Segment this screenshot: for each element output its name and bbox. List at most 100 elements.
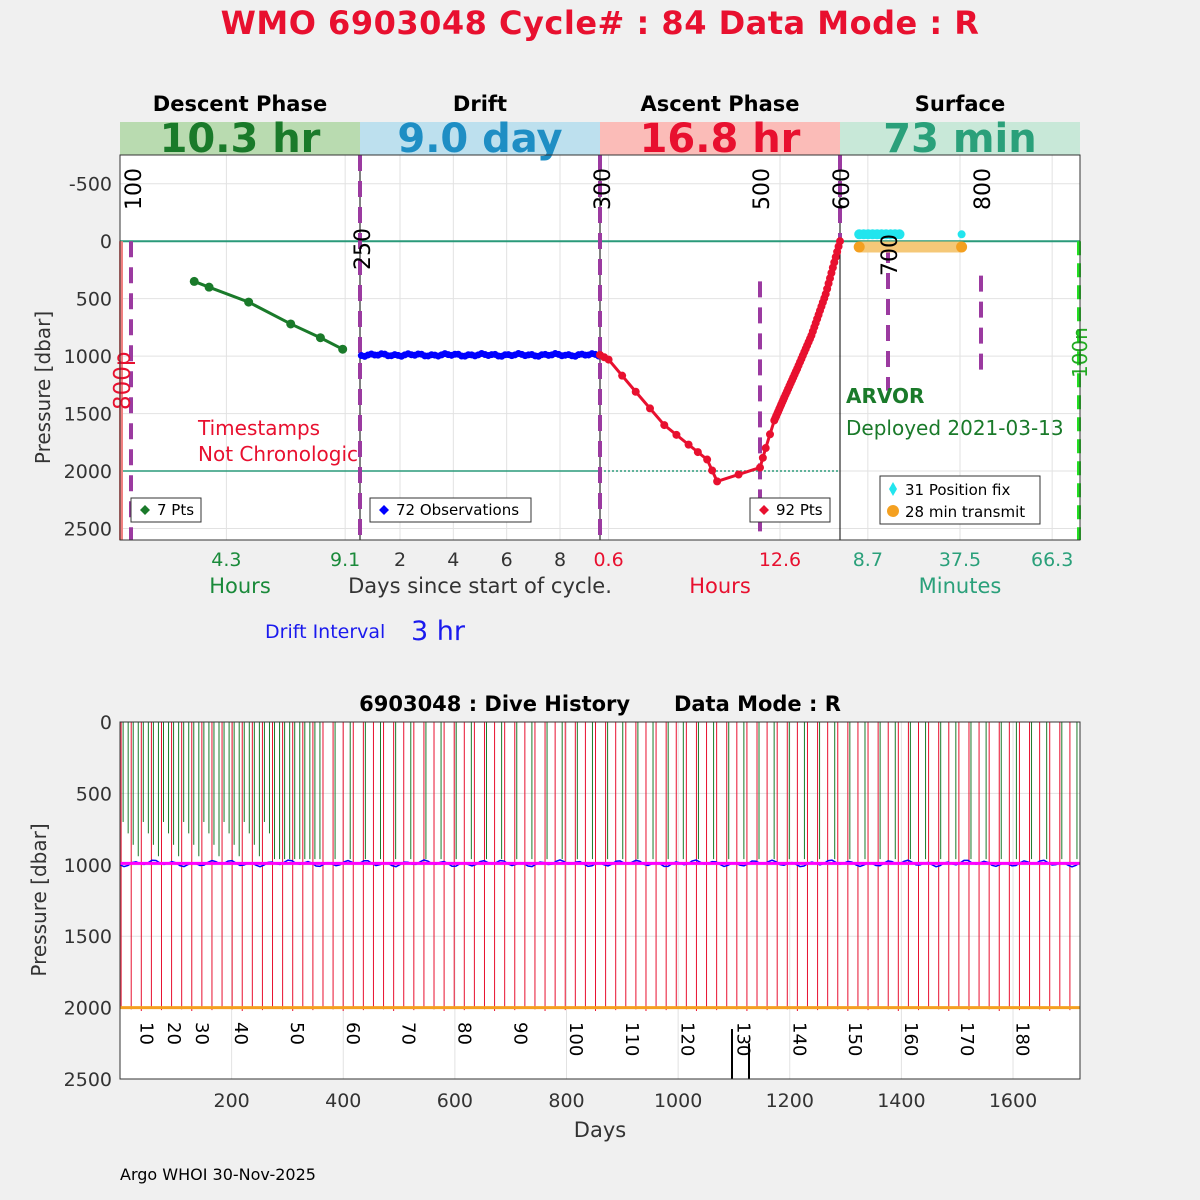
- cycle-label: 60: [342, 1022, 363, 1045]
- cycle-label: 100: [565, 1022, 586, 1056]
- deployment-date: Deployed 2021-03-13: [846, 416, 1064, 440]
- legend-box: [369, 497, 532, 523]
- descent-point: [204, 282, 214, 292]
- y-tick-label: 1500: [64, 404, 112, 426]
- ascent-point: [693, 448, 702, 457]
- legend-marker: [889, 482, 897, 496]
- x-axis-unit: Minutes: [919, 574, 1002, 598]
- ascent-point: [756, 463, 764, 472]
- descent-point: [338, 344, 348, 354]
- ascent-point: [734, 470, 743, 479]
- page-title: WMO 6903048 Cycle# : 84 Data Mode : R: [220, 4, 980, 42]
- x-axis-unit: Days since start of cycle.: [348, 574, 612, 598]
- x-tick-label: 66.3: [1031, 549, 1073, 571]
- legend-marker: [379, 505, 389, 515]
- ascent-point: [713, 477, 722, 486]
- x-tick-label: 400: [325, 1090, 361, 1112]
- descent-point: [286, 319, 296, 329]
- plot-frame: [119, 154, 1081, 541]
- x-tick-label: 12.6: [759, 549, 801, 571]
- vertical-label: 300: [591, 168, 616, 210]
- x-tick-label: 1400: [877, 1090, 925, 1112]
- phase-duration: 10.3 hr: [160, 116, 321, 162]
- legend-label: 28 min transmit: [905, 503, 1025, 521]
- legend-box: [879, 475, 1041, 525]
- y-tick-label: -500: [69, 174, 112, 196]
- annotation-line: Not Chronologic: [198, 442, 358, 466]
- footer-credit: Argo WHOI 30-Nov-2025: [120, 1165, 316, 1184]
- legend-marker: [887, 505, 899, 517]
- x-tick-label: 600: [437, 1090, 473, 1112]
- descent-point: [244, 297, 254, 307]
- cycle-label: 40: [230, 1022, 251, 1045]
- legend-label: 31 Position fix: [905, 481, 1010, 499]
- plot-frame: [119, 721, 1081, 1080]
- drift-interval-value: 3 hr: [411, 616, 466, 647]
- x-tick-label: 2: [394, 549, 406, 571]
- y-tick-label: 2500: [64, 519, 112, 541]
- cycle-label: 140: [788, 1022, 809, 1056]
- vertical-label: 600: [830, 168, 855, 210]
- y-tick-label: 1500: [64, 926, 112, 948]
- x-tick-label: 8.7: [853, 549, 883, 571]
- phase-title: Ascent Phase: [641, 92, 800, 116]
- x-tick-label: 8: [554, 549, 566, 571]
- vertical-label: 800p: [110, 352, 136, 411]
- legend-label: 7 Pts: [157, 501, 194, 519]
- ascent-point: [618, 371, 627, 380]
- x-tick-label: 200: [213, 1090, 249, 1112]
- phase-banner: [120, 122, 360, 155]
- x-tick-label: 4.3: [211, 549, 241, 571]
- legend-label: 92 Pts: [776, 501, 823, 519]
- phase-title: Drift: [453, 92, 507, 116]
- cycle-label: 10: [135, 1022, 156, 1045]
- ascent-point: [836, 237, 844, 246]
- phase-banner: [600, 122, 840, 155]
- y-tick-label: 1000: [64, 346, 112, 368]
- vertical-label: 800: [971, 168, 996, 210]
- y-tick-label: 0: [100, 712, 112, 734]
- vertical-label: 700: [878, 234, 903, 276]
- x-tick-label: 1600: [989, 1090, 1037, 1112]
- legend-marker: [140, 505, 150, 515]
- phase-title: Surface: [915, 92, 1005, 116]
- x-tick-label: 4: [447, 549, 459, 571]
- x-tick-label: 9.1: [330, 549, 360, 571]
- ascent-point: [660, 421, 669, 430]
- x-axis-unit: Hours: [209, 574, 271, 598]
- cycle-label: 90: [509, 1022, 530, 1045]
- x-tick-label: 1200: [766, 1090, 814, 1112]
- ascent-point: [604, 355, 613, 364]
- ascent-point: [758, 453, 767, 462]
- ascent-point: [708, 466, 717, 475]
- ascent-point: [646, 404, 654, 413]
- legend-marker: [759, 505, 769, 515]
- float-type: ARVOR: [846, 384, 924, 408]
- phase-banner: [840, 122, 1080, 155]
- cycle-label: 30: [191, 1022, 212, 1045]
- phase-duration: 9.0 day: [397, 116, 562, 162]
- phase-duration: 73 min: [883, 116, 1036, 162]
- ascent-point: [703, 455, 712, 464]
- ascent-point: [761, 444, 770, 453]
- descent-point: [189, 276, 199, 286]
- annotation-line: Timestamps: [197, 416, 320, 440]
- x-axis-unit: Hours: [689, 574, 751, 598]
- cycle-label: 160: [900, 1022, 921, 1056]
- ascent-point: [672, 430, 681, 439]
- cycle-label: 80: [453, 1022, 474, 1045]
- position-fix-point: [957, 230, 966, 239]
- cycle-label: 130: [733, 1022, 754, 1056]
- descent-point: [315, 333, 325, 343]
- x-tick-label: 6: [501, 549, 513, 571]
- position-fix-point: [894, 229, 905, 240]
- ascent-point: [684, 440, 693, 449]
- vertical-label: 100: [122, 168, 147, 210]
- y-axis-label: Pressure [dbar]: [31, 311, 55, 464]
- x-axis-label: Days: [574, 1118, 626, 1142]
- x-tick-label: 1000: [654, 1090, 702, 1112]
- y-tick-label: 2500: [64, 1069, 112, 1091]
- transmit-point: [853, 241, 865, 253]
